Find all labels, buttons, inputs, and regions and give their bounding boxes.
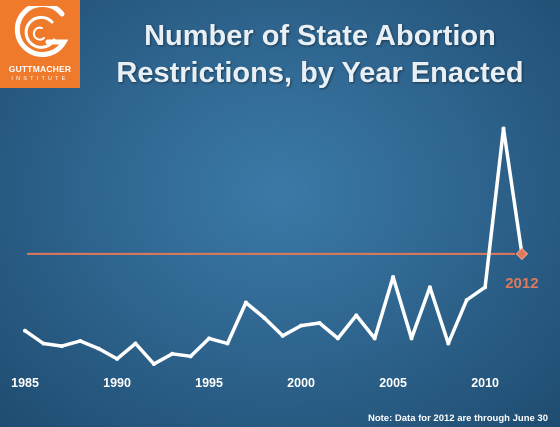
data-point	[115, 356, 120, 361]
data-point	[372, 336, 377, 341]
data-point	[170, 351, 175, 356]
data-point	[262, 315, 267, 320]
data-point	[188, 354, 193, 359]
logo-name: GUTTMACHER	[8, 64, 72, 74]
data-point	[299, 323, 304, 328]
data-point	[96, 346, 101, 351]
data-point	[133, 341, 138, 346]
data-point	[354, 313, 359, 318]
data-point	[391, 274, 396, 279]
chart-note: Note: Data for 2012 are through June 30	[367, 413, 548, 424]
data-point	[483, 285, 488, 290]
x-tick-label: 1985	[11, 376, 39, 390]
guttmacher-g-logo-icon	[14, 6, 69, 57]
x-tick-label: 1995	[195, 376, 223, 390]
data-point	[409, 336, 414, 341]
guttmacher-logo: GUTTMACHER INSTITUTE	[0, 0, 80, 88]
logo-subtitle: INSTITUTE	[11, 76, 69, 82]
data-point	[59, 344, 64, 349]
data-point	[225, 341, 230, 346]
x-tick-label: 2010	[471, 376, 499, 390]
data-point	[41, 341, 46, 346]
data-point	[335, 336, 340, 341]
x-tick-label: 2000	[287, 376, 315, 390]
data-point	[280, 333, 285, 338]
chart-title-line-1: Number of State Abortion	[144, 20, 496, 52]
chart-title: Number of State Abortion Restrictions, b…	[96, 18, 544, 92]
x-tick-label: 1990	[103, 376, 131, 390]
data-point	[464, 298, 469, 302]
data-point	[243, 300, 248, 305]
series-line	[23, 126, 506, 366]
data-point	[207, 336, 212, 341]
data-point	[317, 321, 322, 326]
series-line-last-segment	[501, 126, 524, 256]
data-point	[446, 341, 451, 346]
data-point	[501, 126, 506, 131]
highlight-point	[515, 247, 529, 261]
x-tick-label: 2005	[379, 376, 407, 390]
data-point	[78, 338, 83, 343]
chart-title-line-2: Restrictions, by Year Enacted	[116, 57, 524, 89]
data-point	[151, 362, 156, 366]
data-point	[23, 328, 28, 333]
data-point	[427, 285, 432, 290]
highlight-label: 2012	[505, 275, 538, 292]
